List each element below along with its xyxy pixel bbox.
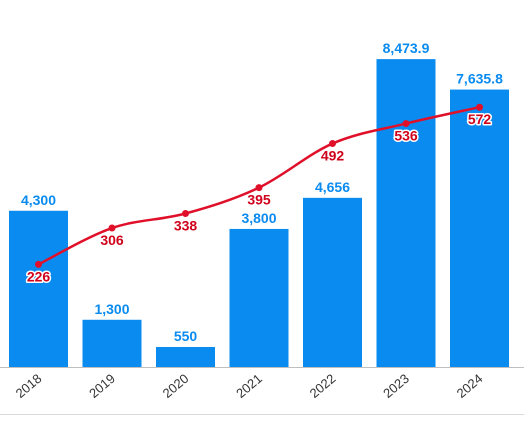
line-value-label: 306 [100,232,124,248]
line-point [476,103,483,111]
bar-value-label: 8,473.9 [383,40,430,56]
x-tick-label: 2020 [160,371,192,401]
x-tick-label: 2019 [86,371,118,401]
line-value-label: 536 [394,128,418,144]
x-tick-label: 2021 [233,371,265,401]
bar [9,210,68,367]
bar [303,197,362,367]
line-point [255,184,263,192]
x-tick-label: 2023 [380,371,412,401]
bar-value-label: 1,300 [94,301,129,317]
line-value-label: 395 [247,192,271,208]
bar-value-label: 4,656 [315,179,350,195]
x-tick-label: 2022 [307,371,339,401]
line-value-label: 226 [27,268,51,284]
bottom-divider [0,414,524,415]
line-value-label: 338 [174,217,198,233]
line-value-label: 572 [468,111,492,127]
line-point [329,140,336,148]
bar-value-label: 4,300 [21,192,56,208]
bar [156,347,215,367]
bar-value-label: 550 [174,328,198,344]
line-point [402,120,410,128]
x-tick-label: 2024 [454,371,486,401]
line-point [182,209,189,217]
bar [376,59,436,368]
line-point [108,224,116,232]
line-point [35,260,42,268]
bar [450,89,509,368]
bar-value-label: 7,635.8 [456,71,503,87]
bar-value-label: 3,800 [241,210,276,226]
x-tick-label: 2018 [13,371,45,401]
bar [229,228,289,367]
bar [82,319,142,367]
line-value-label: 492 [321,148,345,164]
